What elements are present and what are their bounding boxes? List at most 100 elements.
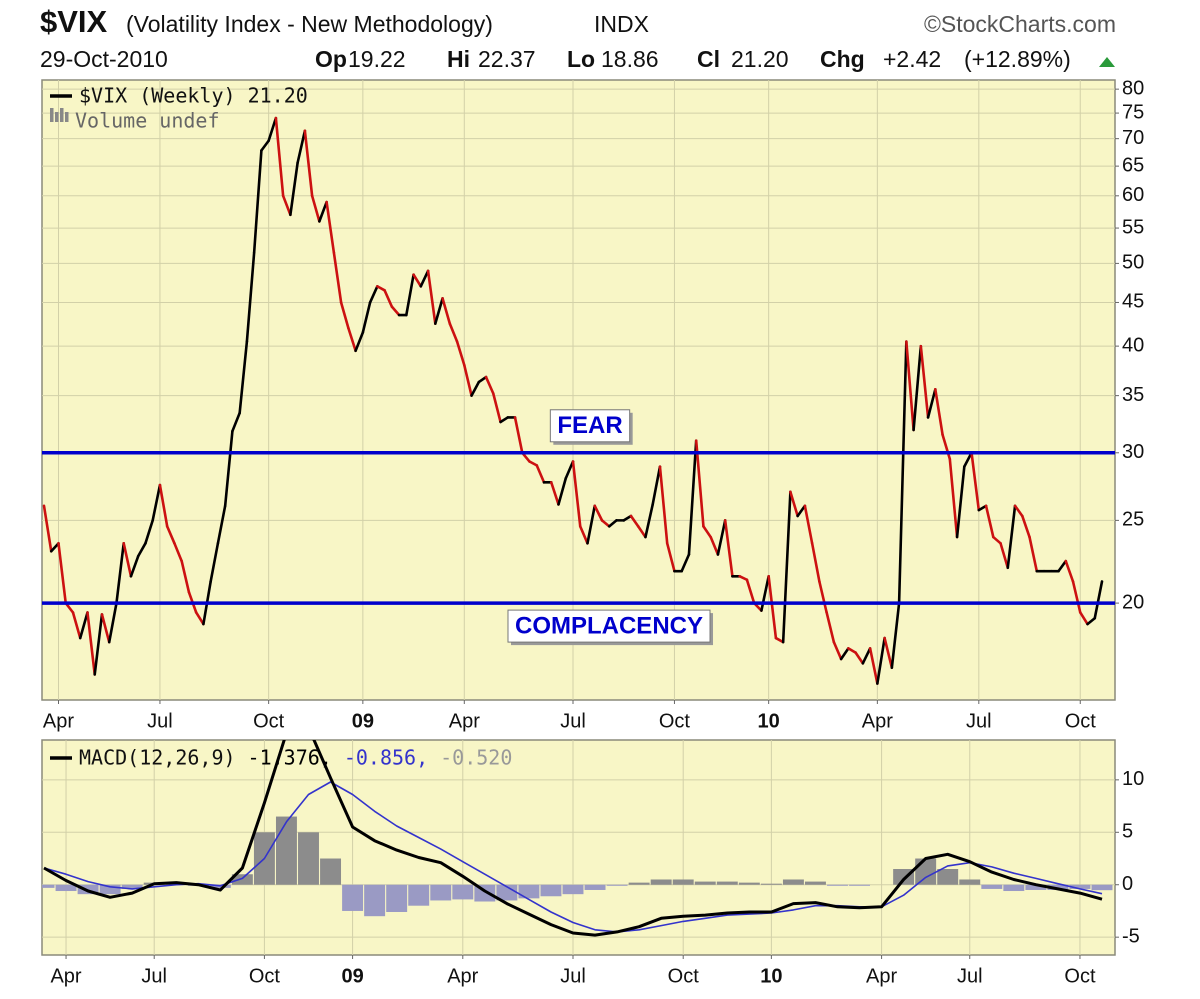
price-segment [687, 439, 698, 556]
price-segment [919, 344, 930, 419]
price-segment [441, 297, 452, 325]
histogram-bar [694, 881, 716, 885]
price-segment [296, 129, 307, 165]
price-segment [984, 504, 995, 539]
price-segment [310, 194, 321, 223]
price-segment [383, 289, 394, 308]
histogram-bar [121, 884, 143, 889]
histogram-bar [650, 879, 672, 885]
y-tick-label: 5 [1122, 821, 1133, 843]
plot-background [41, 79, 1116, 701]
histogram-bar [99, 884, 121, 895]
price-segment [760, 574, 770, 612]
price-segment [231, 411, 241, 433]
x-tick-label: 10 [758, 710, 780, 732]
price-segment [767, 574, 778, 640]
price-segment [992, 535, 1002, 545]
price-segment [723, 519, 734, 578]
y-tick-label: 30 [1122, 441, 1144, 463]
price-segment [136, 542, 147, 558]
price-segment [463, 363, 473, 397]
legend-key-bars [65, 112, 69, 122]
histogram-bar [1069, 884, 1091, 889]
price-segment [245, 251, 256, 343]
x-tick-label: 09 [352, 710, 374, 732]
price-segment [897, 340, 908, 605]
price-segment [419, 269, 430, 288]
change-percent: (+12.89%) [964, 46, 1071, 72]
histogram-bar [540, 884, 562, 897]
x-tick-label: Apr [43, 710, 74, 732]
histogram-bar [42, 884, 55, 888]
price-segment [448, 322, 459, 343]
price-segment [86, 611, 97, 676]
histogram-bar [584, 884, 606, 890]
price-segment [970, 451, 981, 512]
price-segment [868, 647, 879, 685]
histogram-bar [430, 884, 452, 901]
price-segment [173, 542, 183, 563]
price-segment [665, 542, 676, 573]
histogram-bar [342, 884, 364, 911]
price-segment [354, 331, 365, 353]
price-segment [100, 613, 111, 644]
histogram-bar [827, 884, 848, 886]
x-tick-label: Jul [560, 965, 586, 987]
price-segment [390, 305, 401, 317]
x-tick-label: Apr [866, 965, 897, 987]
histogram-bar [981, 884, 1003, 889]
price-segment [977, 504, 988, 512]
x-tick-label: Jul [966, 710, 992, 732]
price-segment [122, 542, 133, 578]
price-segment [339, 301, 350, 330]
price-segment [144, 519, 154, 545]
price-segment [905, 340, 915, 432]
price-segment [941, 433, 952, 461]
date: 29-Oct-2010 [40, 46, 168, 72]
legend-label: $VIX (Weekly) 21.20 [79, 84, 308, 108]
price-segment [557, 477, 568, 506]
price-segment [1071, 580, 1082, 614]
y-tick-label: 45 [1122, 291, 1144, 313]
price-segment [702, 525, 712, 539]
legend-note: Volume undef [75, 109, 220, 133]
y-tick-label: 40 [1122, 334, 1144, 356]
price-segment [347, 326, 357, 353]
price-segment [491, 392, 502, 424]
price-segment [93, 613, 104, 676]
histogram-bar [738, 882, 760, 885]
price-segment [839, 647, 850, 661]
price-segment [549, 481, 560, 506]
price-segment [745, 578, 756, 605]
price-segment [861, 647, 872, 665]
price-segment [789, 490, 799, 518]
price-segment [78, 611, 89, 640]
price-segment [781, 490, 792, 644]
price-segment [926, 388, 937, 419]
price-segment [376, 285, 386, 292]
price-segment [578, 525, 589, 545]
legend-value: -0.856, [344, 746, 428, 770]
price-segment [818, 580, 828, 614]
y-tick-label: 50 [1122, 252, 1144, 274]
price-segment [593, 504, 604, 522]
y-tick-label: -5 [1122, 925, 1140, 947]
legend-value: -1.376, [248, 746, 332, 770]
price-segment [57, 542, 68, 605]
price-segment [955, 465, 966, 539]
y-tick-label: 0 [1122, 873, 1133, 895]
legend-key-bars [50, 108, 54, 122]
x-tick-label: Apr [50, 965, 81, 987]
histogram-bar [804, 881, 826, 885]
description: (Volatility Index - New Methodology) [126, 11, 493, 37]
price-segment [434, 297, 444, 325]
price-segment [1093, 580, 1104, 620]
source: ©StockCharts.com [924, 11, 1116, 37]
price-segment [1028, 535, 1039, 573]
price-segment [636, 525, 647, 539]
histogram-bar [1025, 884, 1047, 890]
price-segment [1064, 559, 1075, 583]
x-tick-label: Jul [141, 965, 167, 987]
